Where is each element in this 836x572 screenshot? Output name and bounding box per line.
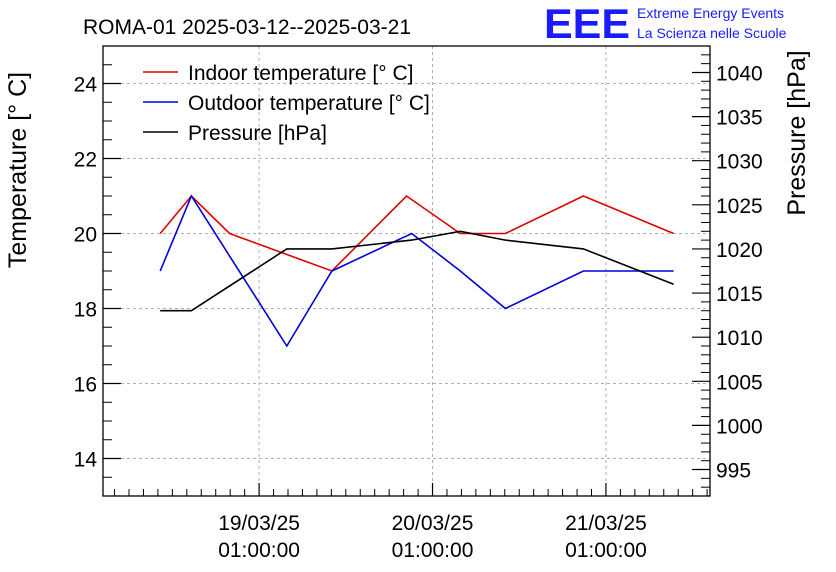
legend-item-pressure: Pressure [hPa] [143,122,327,145]
x-tick-label-date: 19/03/25 [218,512,300,535]
series-line-indoor [159,194,674,272]
x-tick-label-date: 21/03/25 [565,512,647,535]
y-right-tick-label: 995 [716,460,751,483]
y-axis-right-title: Pressure [hPa] [783,50,811,215]
axis-ticks [103,45,710,497]
legend-label-pressure: Pressure [hPa] [188,122,327,145]
y-right-tick-label: 1035 [716,107,763,130]
y-left-tick-label: 16 [74,374,97,397]
legend-item-indoor: Indoor temperature [° C] [143,62,414,85]
y-right-tick-label: 1000 [716,415,763,438]
eee-logo: EEE Extreme Energy Events La Scienza nel… [544,0,787,47]
series-line-pressure [160,230,674,312]
series-line-outdoor [159,194,674,348]
y-right-tick-label: 1025 [716,195,763,218]
y-right-tick-label: 1040 [716,62,763,85]
y-left-tick-label: 24 [74,74,98,97]
y-axis-left-title: Temperature [° C] [4,72,32,268]
y-left-tick-label: 22 [74,149,97,172]
y-right-tick-label: 1005 [716,371,763,394]
y-right-tick-label: 1015 [716,283,763,306]
legend-label-indoor: Indoor temperature [° C] [188,62,414,85]
legend-item-outdoor: Outdoor temperature [° C] [143,92,430,115]
y-right-tick-label: 1020 [716,239,763,262]
series-lines [159,194,674,348]
tick-labels: 14 16 18 20 22 24 995 1000 1005 1010 1015 1020 1025 1… [74,62,763,562]
y-left-tick-label: 14 [74,449,98,472]
y-right-tick-label: 1010 [716,327,763,350]
x-tick-label-time: 01:00:00 [218,539,300,562]
y-right-tick-label: 1030 [716,151,763,174]
eee-logo-line2: La Scienza nelle Scuole [637,25,787,41]
legend-label-outdoor: Outdoor temperature [° C] [188,92,430,115]
y-left-tick-label: 18 [74,299,97,322]
eee-logo-line1: Extreme Energy Events [637,5,784,21]
y-left-tick-label: 20 [74,224,97,247]
chart-title: ROMA-01 2025-03-12--2025-03-21 [83,16,411,39]
x-tick-label-time: 01:00:00 [392,539,474,562]
x-tick-label-time: 01:00:00 [565,539,647,562]
legend: Indoor temperature [° C] Outdoor tempera… [143,62,430,145]
x-tick-label-date: 20/03/25 [392,512,474,535]
eee-logo-mark: EEE [544,0,630,47]
